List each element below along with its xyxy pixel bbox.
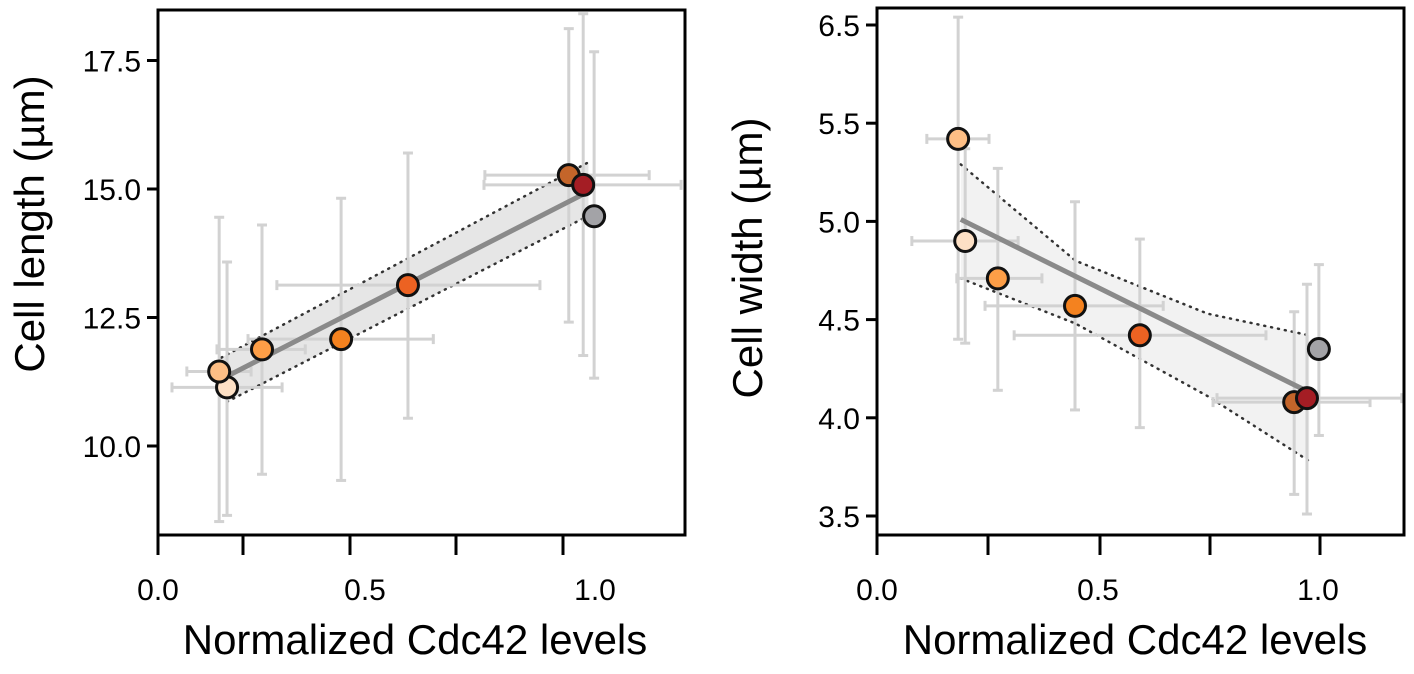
x-tick-label: 0.0 [137, 574, 179, 607]
data-point [1127, 323, 1152, 348]
data-point [582, 204, 607, 229]
data-point [1306, 337, 1331, 362]
plot-frame [156, 8, 687, 537]
y-tick-label: 12.5 [83, 303, 141, 336]
data-point [571, 172, 596, 197]
x-tick-label: 0.5 [1077, 574, 1119, 607]
regression-line [959, 217, 1311, 395]
y-tick-label: 6.5 [818, 10, 860, 43]
data-point [1063, 293, 1088, 318]
cell-width-panel: 3.5 4.0 4.5 5.0 5.5 6.5 0.0 0.5 1.0 Normalized C… [724, 6, 1406, 663]
y-tick-label: 4.5 [818, 305, 860, 338]
x-tick-label: 0.5 [344, 574, 386, 607]
data-points [207, 163, 607, 400]
data-point [329, 327, 354, 352]
x-axis-title: Normalized Cdc42 levels [903, 616, 1368, 663]
x-tick-label: 0.0 [856, 574, 898, 607]
regression-fit [959, 217, 1311, 395]
cell-length-panel: 10.0 12.5 15.0 17.5 0.0 0.5 1.0 Normalized Cdc… [6, 8, 687, 663]
ci-upper-line [220, 161, 590, 359]
y-tick-label: 10.0 [83, 431, 141, 464]
axes [866, 6, 1406, 555]
y-tick-label: 5.5 [818, 108, 860, 141]
y-tick-label: 3.5 [818, 501, 860, 534]
y-tick-label: 17.5 [83, 46, 141, 79]
confidence-band [959, 163, 1311, 463]
tick-labels: 10.0 12.5 15.0 17.5 0.0 0.5 1.0 [83, 46, 616, 608]
data-point [250, 337, 275, 362]
y-axis-title: Cell width (µm) [724, 118, 771, 399]
data-point [207, 359, 232, 384]
y-tick-label: 5.0 [818, 206, 860, 239]
y-axis-title: Cell length (µm) [6, 75, 53, 372]
tick-labels: 3.5 4.0 4.5 5.0 5.5 6.5 0.0 0.5 1.0 [818, 10, 1339, 607]
x-tick-label: 1.0 [1297, 574, 1339, 607]
x-axis-title: Normalized Cdc42 levels [183, 616, 648, 663]
axes [147, 8, 687, 555]
data-point [946, 126, 971, 151]
data-points [946, 126, 1331, 415]
data-point [985, 266, 1010, 291]
x-tick-label: 1.0 [574, 574, 616, 607]
y-tick-label: 15.0 [83, 174, 141, 207]
y-tick-label: 4.0 [818, 403, 860, 436]
confidence-band-area [960, 164, 1310, 462]
data-point [1294, 386, 1319, 411]
plot-frame [875, 6, 1406, 537]
ci-upper-line [959, 163, 1311, 337]
data-point [953, 229, 978, 254]
data-point [395, 273, 420, 298]
